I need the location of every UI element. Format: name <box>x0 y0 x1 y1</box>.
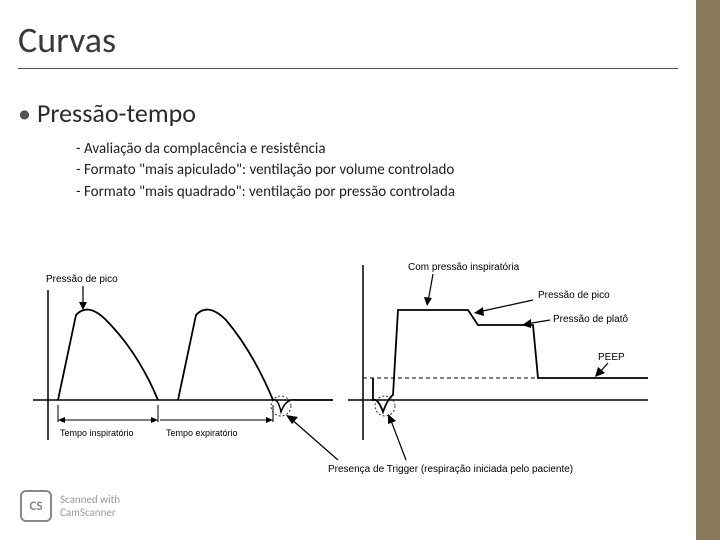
slide-title: Curvas <box>18 18 680 62</box>
cs-line2: CamScanner <box>60 506 120 519</box>
slide-subtitle: •Pressão-tempo <box>18 97 680 129</box>
arrow-trigger-right <box>390 418 406 460</box>
label-tempo-exp: Tempo expiratório <box>166 428 238 438</box>
right-waveform-group: Com pressão inspiratória Pressão de pico… <box>286 262 648 475</box>
tempo-insp-arrow-l <box>58 417 65 423</box>
label-pressao-pico-right: Pressão de pico <box>538 290 610 301</box>
camscanner-watermark: CS Scanned with CamScanner <box>20 490 120 522</box>
left-peak-2 <box>178 310 273 400</box>
tempo-insp-arrow-r <box>151 417 158 423</box>
cs-badge-text: Scanned with CamScanner <box>60 493 120 519</box>
left-trigger-dip <box>273 400 333 412</box>
label-com-pressao: Com pressão inspiratória <box>408 262 520 273</box>
slide-content: Curvas •Pressão-tempo - Avaliação da com… <box>0 0 720 202</box>
bullet-list: - Avaliação da complacência e resistênci… <box>76 139 680 202</box>
label-tempo-insp: Tempo inspiratório <box>60 428 134 438</box>
bullet-marker: • <box>18 97 31 129</box>
label-pressao-plato: Pressão de platô <box>553 314 628 325</box>
left-peak-1 <box>58 310 158 400</box>
bullet-item: - Formato "mais quadrado": ventilação po… <box>76 182 680 202</box>
label-peep: PEEP <box>598 352 625 363</box>
arrow-trigger-left <box>290 418 338 460</box>
tempo-exp-arrow-r <box>266 417 273 423</box>
cs-badge-box: CS <box>20 490 52 522</box>
waveform-diagram: Pressão de pico Tempo inspiratório Tempo… <box>28 260 668 505</box>
title-underline <box>18 68 678 69</box>
arrow-pico-right-head <box>474 307 484 316</box>
arrow-trigger-right-head <box>388 414 396 424</box>
bullet-item: - Avaliação da complacência e resistênci… <box>76 139 680 159</box>
label-pressao-pico-left: Pressão de pico <box>46 274 118 285</box>
arrow-pico-right <box>478 300 533 312</box>
bullet-item: - Formato "mais apiculado": ventilação p… <box>76 160 680 180</box>
arrow-com-pressao-head <box>424 297 432 306</box>
cs-line1: Scanned with <box>60 493 120 506</box>
label-trigger: Presença de Trigger (respiração iniciada… <box>328 464 573 475</box>
left-waveform-group: Pressão de pico Tempo inspiratório Tempo… <box>33 274 333 440</box>
right-accent-bar <box>696 0 720 540</box>
arrow-plato-head <box>522 319 531 328</box>
subtitle-text: Pressão-tempo <box>37 97 196 129</box>
